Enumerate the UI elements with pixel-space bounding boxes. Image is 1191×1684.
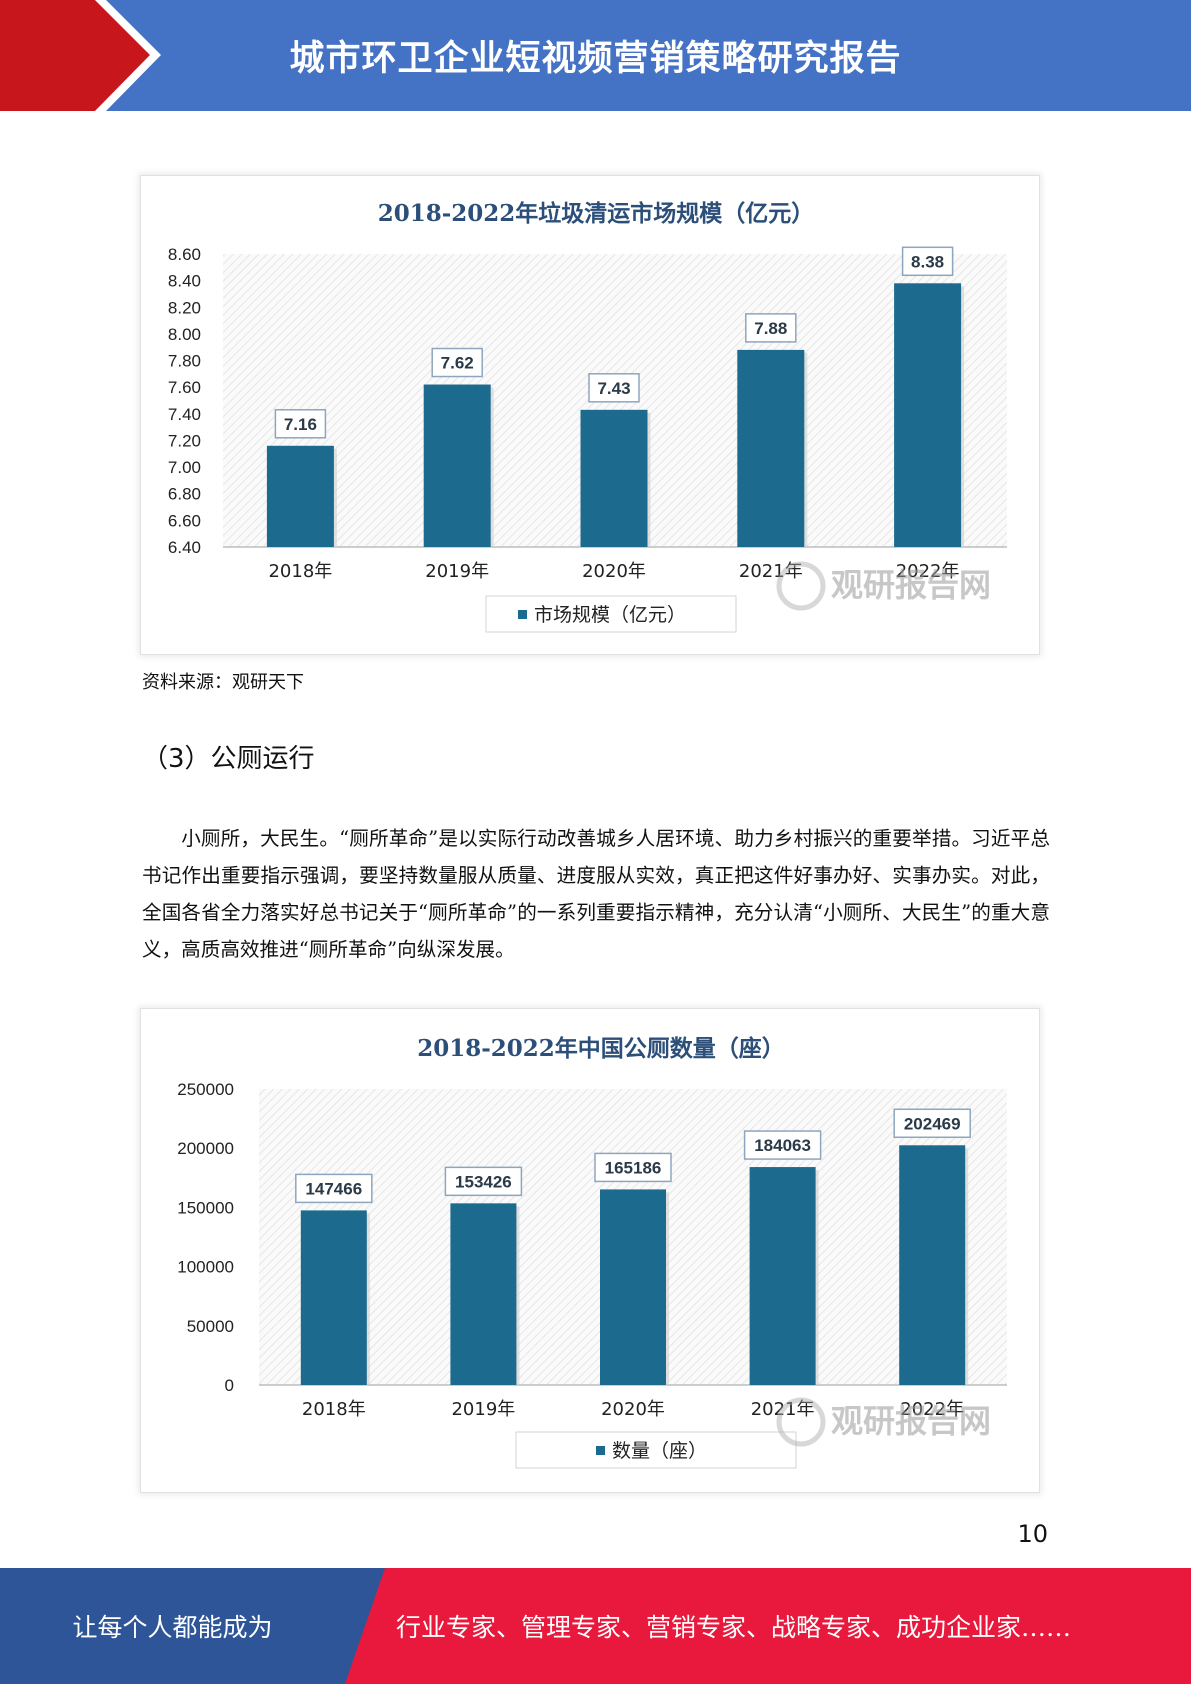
data-label: 8.38 — [911, 252, 944, 271]
bar-2019年 — [450, 1203, 517, 1385]
data-label-box — [295, 1173, 373, 1204]
source-note: 资料来源：观研天下 — [142, 672, 304, 693]
data-label-box — [444, 1166, 523, 1197]
market-size-chart: 2018-2022年垃圾清运市场规模（亿元） 8.60 8.40 8.20 8.00 7.… — [141, 176, 1039, 654]
bar-2022年 — [899, 1145, 966, 1385]
y-tick-label: 7.60 — [168, 378, 201, 397]
y-tick-label: 8.60 — [168, 245, 201, 264]
data-label-box — [743, 1130, 822, 1160]
y-tick-label: 8.40 — [168, 272, 201, 291]
x-tick-label: 2018年 — [302, 1399, 366, 1420]
data-label: 7.16 — [284, 415, 317, 434]
data-label: 7.62 — [441, 354, 474, 373]
footer-slogan-left: 让每个人都能成为 — [72, 1613, 273, 1642]
legend-box — [485, 595, 737, 633]
x-tick-label: 2018年 — [268, 561, 332, 582]
data-label: 7.88 — [754, 319, 787, 338]
legend-label: 数量（座） — [612, 1440, 707, 1462]
bar-2020年 — [600, 1189, 666, 1385]
data-label-box — [745, 313, 797, 343]
report-title: 城市环卫企业短视频营销策略研究报告 — [289, 39, 902, 79]
data-label-box — [588, 373, 640, 403]
bar-2018年 — [300, 1210, 367, 1385]
data-label: 165186 — [605, 1158, 662, 1177]
x-tick-label: 2021年 — [751, 1399, 815, 1420]
chart-title: 2018-2022年中国公厕数量（座） — [417, 1035, 785, 1062]
watermark-logo: 观研报告网 — [831, 566, 991, 604]
data-label: 7.43 — [597, 379, 630, 398]
legend-box — [515, 1431, 797, 1469]
y-tick-label: 8.20 — [168, 298, 201, 317]
data-label: 153426 — [455, 1172, 512, 1191]
watermark-icon — [776, 1397, 826, 1447]
page-header: 城市环卫企业短视频营销策略研究报告 — [0, 0, 1191, 111]
y-tick-label: 6.40 — [168, 538, 201, 557]
x-tick-label: 2022年 — [900, 1399, 964, 1420]
y-tick-label: 7.00 — [168, 458, 201, 477]
x-tick-label: 2022年 — [896, 561, 960, 582]
bar-2020年 — [580, 409, 648, 547]
y-tick-label: 200000 — [177, 1139, 234, 1158]
x-tick-label: 2019年 — [425, 561, 489, 582]
public-toilet-chart-svg: 2018-2022年中国公厕数量（座） 250000 200000 150000 100… — [177, 1035, 1007, 1469]
data-label: 184063 — [754, 1136, 811, 1155]
data-label-box — [274, 409, 327, 439]
section-heading: （3）公厕运行 — [142, 744, 315, 774]
legend-label: 市场规模（亿元） — [534, 604, 686, 626]
data-label: 202469 — [904, 1114, 961, 1133]
legend-swatch — [596, 1446, 605, 1455]
y-tick-label: 100000 — [177, 1258, 234, 1277]
watermark-logo: 观研报告网 — [831, 1402, 991, 1440]
bar-2018年 — [266, 445, 334, 547]
data-label-box — [893, 1108, 971, 1139]
y-tick-label: 8.00 — [168, 325, 201, 344]
data-label-box — [594, 1152, 672, 1183]
chart-title: 2018-2022年垃圾清运市场规模（亿元） — [378, 200, 815, 227]
market-size-chart-svg: 2018-2022年垃圾清运市场规模（亿元） 8.60 8.40 8.20 8.00 7.… — [168, 200, 1007, 633]
data-label-box — [431, 347, 483, 378]
x-tick-label: 2020年 — [601, 1399, 665, 1420]
y-tick-label: 50000 — [187, 1317, 234, 1336]
x-tick-label: 2019年 — [451, 1399, 515, 1420]
data-label: 147466 — [305, 1179, 362, 1198]
y-tick-label: 6.60 — [168, 511, 201, 530]
page-number: 10 — [1017, 1520, 1048, 1548]
body-paragraph: 小厕所，大民生。“厕所革命”是以实际行动改善城乡人居环境、助力乡村振兴的重要举措… — [142, 827, 1050, 961]
y-tick-label: 7.80 — [168, 352, 201, 371]
page-footer: 让每个人都能成为 行业专家、管理专家、营销专家、战略专家、成功企业家…… — [0, 1568, 1191, 1684]
bar-2022年 — [894, 283, 962, 547]
watermark-icon — [776, 561, 826, 611]
header-banner-graphic — [0, 0, 1191, 111]
data-label-box — [901, 246, 954, 277]
y-tick-label: 250000 — [177, 1080, 234, 1099]
x-tick-label: 2020年 — [582, 561, 646, 582]
y-tick-label: 7.40 — [168, 405, 201, 424]
y-tick-label: 150000 — [177, 1198, 234, 1217]
y-tick-label: 6.80 — [168, 485, 201, 504]
bar-2021年 — [749, 1167, 816, 1385]
legend-swatch — [518, 610, 527, 619]
bar-2019年 — [423, 384, 491, 547]
footer-slogan-right: 行业专家、管理专家、营销专家、战略专家、成功企业家…… — [396, 1613, 1072, 1642]
footer-banner-graphic — [0, 1568, 1191, 1684]
y-tick-label: 7.20 — [168, 431, 201, 450]
y-tick-label: 0 — [225, 1376, 234, 1395]
bar-2021年 — [737, 349, 805, 547]
x-tick-label: 2021年 — [739, 561, 803, 582]
public-toilet-chart: 2018-2022年中国公厕数量（座） 250000 200000 150000 100… — [141, 1009, 1039, 1492]
